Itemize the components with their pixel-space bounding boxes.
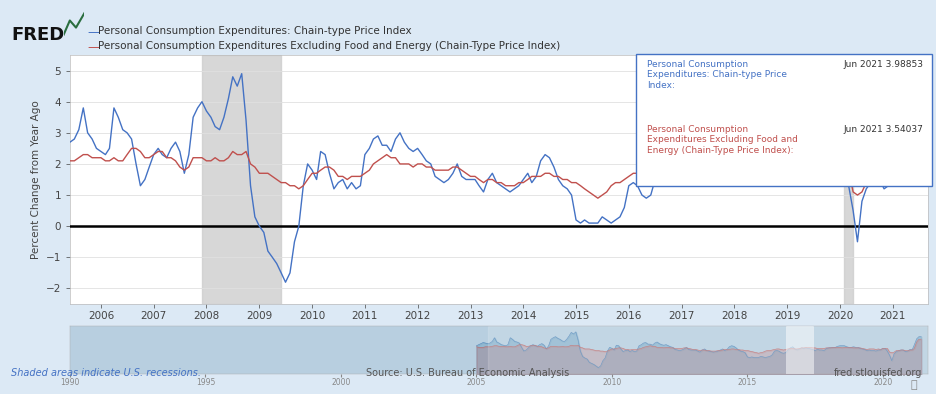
Text: Personal Consumption Expenditures: Chain-type Price Index: Personal Consumption Expenditures: Chain… <box>98 26 412 35</box>
Text: Jun 2021 3.54037: Jun 2021 3.54037 <box>844 125 924 134</box>
Text: —: — <box>87 26 99 39</box>
Text: Jun 2021 3.98853: Jun 2021 3.98853 <box>843 60 924 69</box>
Text: FRED: FRED <box>11 26 65 44</box>
Bar <box>844 55 853 304</box>
FancyBboxPatch shape <box>636 54 932 186</box>
Text: fred.stlouisfed.org: fred.stlouisfed.org <box>834 368 922 378</box>
Text: Personal Consumption
Expenditures Excluding Food and
Energy (Chain-Type Price In: Personal Consumption Expenditures Exclud… <box>648 125 798 154</box>
Y-axis label: Percent Change from Year Ago: Percent Change from Year Ago <box>32 100 41 259</box>
Bar <box>202 55 281 304</box>
Bar <box>488 326 928 374</box>
Text: ⛶: ⛶ <box>911 380 917 390</box>
Text: —: — <box>87 41 99 54</box>
Text: Shaded areas indicate U.S. recessions.: Shaded areas indicate U.S. recessions. <box>11 368 201 378</box>
Text: Personal Consumption Expenditures Excluding Food and Energy (Chain-Type Price In: Personal Consumption Expenditures Exclud… <box>98 41 561 51</box>
Text: Personal Consumption
Expenditures: Chain-type Price
Index:: Personal Consumption Expenditures: Chain… <box>648 60 787 90</box>
Bar <box>785 326 812 374</box>
Text: Source: U.S. Bureau of Economic Analysis: Source: U.S. Bureau of Economic Analysis <box>366 368 570 378</box>
